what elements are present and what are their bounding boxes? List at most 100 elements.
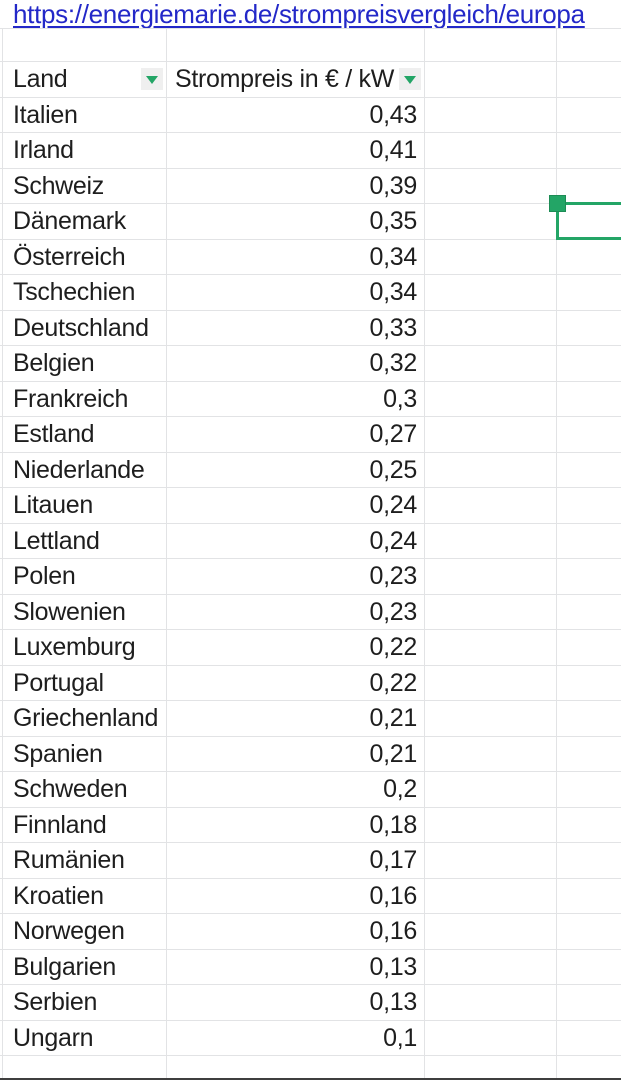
empty-cell[interactable] (425, 310, 557, 345)
empty-cell[interactable] (425, 559, 557, 594)
price-cell[interactable]: 0,13 (167, 949, 425, 984)
empty-cell[interactable] (425, 736, 557, 771)
empty-cell[interactable] (425, 665, 557, 700)
empty-cell[interactable] (425, 701, 557, 736)
price-cell[interactable]: 0,24 (167, 523, 425, 558)
country-cell[interactable]: Lettland (3, 523, 167, 558)
empty-cell[interactable] (3, 1056, 167, 1080)
price-cell[interactable]: 0,43 (167, 97, 425, 132)
country-cell[interactable]: Estland (3, 417, 167, 452)
empty-cell[interactable] (425, 949, 557, 984)
price-cell[interactable]: 0,23 (167, 594, 425, 629)
empty-cell[interactable] (557, 772, 621, 807)
country-cell[interactable]: Litauen (3, 488, 167, 523)
country-cell[interactable]: Norwegen (3, 914, 167, 949)
header-cell-empty[interactable] (557, 62, 621, 97)
empty-cell[interactable] (557, 630, 621, 665)
country-cell[interactable]: Kroatien (3, 878, 167, 913)
price-cell[interactable]: 0,22 (167, 665, 425, 700)
empty-cell[interactable] (425, 133, 557, 168)
empty-cell[interactable] (557, 98, 621, 133)
price-cell[interactable]: 0,18 (167, 807, 425, 842)
price-cell[interactable]: 0,2 (167, 772, 425, 807)
empty-cell[interactable] (425, 346, 557, 381)
empty-cell[interactable] (167, 1056, 425, 1080)
empty-cell[interactable] (557, 29, 621, 61)
price-cell[interactable]: 0,39 (167, 168, 425, 203)
price-cell[interactable]: 0,25 (167, 452, 425, 487)
empty-cell[interactable] (557, 488, 621, 523)
price-cell[interactable]: 0,21 (167, 736, 425, 771)
empty-cell[interactable] (557, 666, 621, 701)
empty-cell[interactable] (557, 417, 621, 452)
country-cell[interactable]: Spanien (3, 736, 167, 771)
country-cell[interactable]: Belgien (3, 346, 167, 381)
empty-cell[interactable] (425, 97, 557, 132)
empty-cell[interactable] (425, 452, 557, 487)
empty-cell[interactable] (557, 133, 621, 168)
price-cell[interactable]: 0,13 (167, 985, 425, 1020)
empty-cell[interactable] (557, 595, 621, 630)
country-cell[interactable]: Ungarn (3, 1020, 167, 1055)
country-cell[interactable]: Niederlande (3, 452, 167, 487)
header-cell-price[interactable]: Strompreis in € / kW (167, 62, 425, 97)
empty-cell[interactable] (425, 523, 557, 558)
country-cell[interactable]: Österreich (3, 239, 167, 274)
price-cell[interactable]: 0,1 (167, 1020, 425, 1055)
empty-cell[interactable] (425, 168, 557, 203)
country-cell[interactable]: Luxemburg (3, 630, 167, 665)
header-cell-land[interactable]: Land (3, 62, 167, 97)
selection-drag-handle[interactable] (549, 195, 566, 212)
empty-cell[interactable] (3, 29, 167, 61)
url-link[interactable]: https://energiemarie.de/strompreisvergle… (13, 0, 585, 28)
price-cell[interactable]: 0,32 (167, 346, 425, 381)
empty-cell[interactable] (425, 772, 557, 807)
empty-cell[interactable] (167, 29, 425, 61)
country-cell[interactable]: Serbien (3, 985, 167, 1020)
price-cell[interactable]: 0,17 (167, 843, 425, 878)
price-cell[interactable]: 0,24 (167, 488, 425, 523)
empty-cell[interactable] (425, 239, 557, 274)
empty-cell[interactable] (425, 381, 557, 416)
price-cell[interactable]: 0,16 (167, 878, 425, 913)
empty-cell[interactable] (557, 808, 621, 843)
empty-cell[interactable] (557, 701, 621, 736)
country-cell[interactable]: Griechenland (3, 701, 167, 736)
empty-cell[interactable] (425, 630, 557, 665)
price-cell[interactable]: 0,34 (167, 239, 425, 274)
header-cell-empty[interactable] (425, 62, 557, 97)
empty-cell[interactable] (557, 914, 621, 949)
price-filter-button[interactable] (399, 68, 421, 90)
country-cell[interactable]: Schweden (3, 772, 167, 807)
empty-cell[interactable] (557, 879, 621, 914)
price-cell[interactable]: 0,3 (167, 381, 425, 416)
empty-cell[interactable] (425, 29, 557, 61)
land-filter-button[interactable] (141, 68, 163, 90)
price-cell[interactable]: 0,27 (167, 417, 425, 452)
empty-cell[interactable] (557, 985, 621, 1020)
price-cell[interactable]: 0,22 (167, 630, 425, 665)
empty-cell[interactable] (425, 914, 557, 949)
price-cell[interactable]: 0,23 (167, 559, 425, 594)
empty-cell[interactable] (425, 1020, 557, 1055)
price-cell[interactable]: 0,16 (167, 914, 425, 949)
empty-cell[interactable] (425, 807, 557, 842)
country-cell[interactable]: Rumänien (3, 843, 167, 878)
empty-cell[interactable] (557, 169, 621, 204)
country-cell[interactable]: Slowenien (3, 594, 167, 629)
price-cell[interactable]: 0,21 (167, 701, 425, 736)
empty-cell[interactable] (557, 382, 621, 417)
country-cell[interactable]: Bulgarien (3, 949, 167, 984)
empty-cell[interactable] (425, 488, 557, 523)
country-cell[interactable]: Deutschland (3, 310, 167, 345)
country-cell[interactable]: Italien (3, 97, 167, 132)
empty-cell[interactable] (557, 737, 621, 772)
empty-cell[interactable] (557, 240, 621, 275)
price-cell[interactable]: 0,34 (167, 275, 425, 310)
empty-cell[interactable] (425, 417, 557, 452)
empty-cell[interactable] (425, 985, 557, 1020)
country-cell[interactable]: Frankreich (3, 381, 167, 416)
empty-cell[interactable] (557, 1056, 621, 1080)
empty-cell[interactable] (557, 950, 621, 985)
country-cell[interactable]: Finnland (3, 807, 167, 842)
